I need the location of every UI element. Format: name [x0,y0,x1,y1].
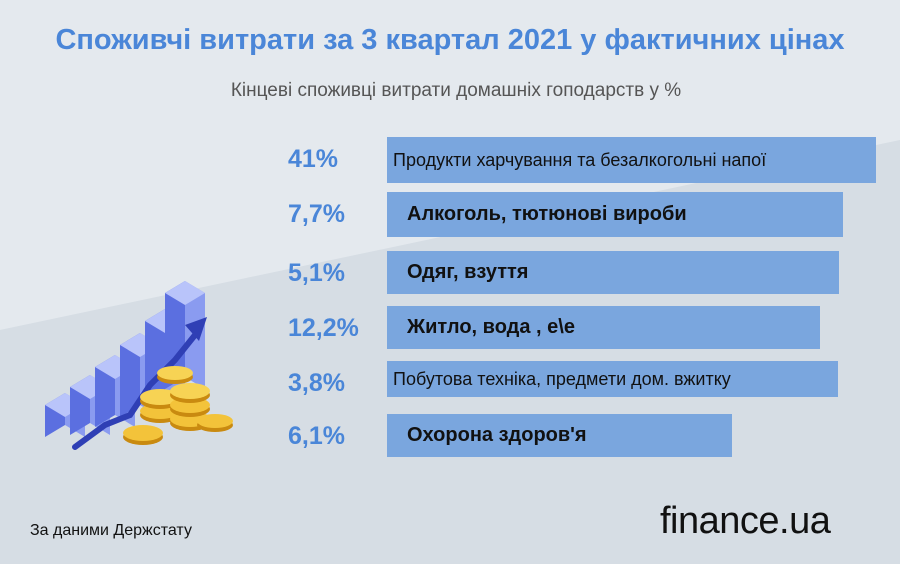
growth-chart-coins-icon [45,281,233,450]
bar-row: 41% Продукти харчування та безалкогольні … [0,137,900,183]
bar-row: 7,7% Алкоголь, тютюнові вироби [0,192,900,238]
bar-value-label: 41% [288,145,339,173]
bar-value-label: 12,2% [288,314,359,342]
chart-title: Споживчі витрати за 3 квартал 2021 у фак… [55,24,845,56]
chart-subtitle: Кінцеві споживці витрати домашніх гопода… [230,80,682,101]
logo-main-text: finance [660,500,780,542]
bar: Охорона здоров'я [387,414,732,457]
bar-value-label: 3,8% [288,369,345,397]
logo-suffix-text: ua [789,500,831,542]
bar-value-label: 5,1% [288,259,345,287]
bar: Алкоголь, тютюнові вироби [387,192,843,237]
bar-value-label: 7,7% [288,200,345,228]
bar: Продукти харчування та безалкогольні нап… [387,137,876,183]
bar: Одяг, взуття [387,251,839,294]
bar-row: 5,1% Одяг, взуття [0,251,900,297]
bar: Житло, вода , е\е [387,306,820,349]
bar-row: 12,2% Житло, вода , е\е [0,306,900,352]
bar-row: 3,8% Побутова техніка, предмети дом. вжит… [0,361,900,407]
finance-ua-logo[interactable]: finance.ua [660,500,831,543]
bar-row: 6,1% Охорона здоров'я [0,414,900,460]
bar-value-label: 6,1% [288,422,345,450]
logo-dot: . [779,500,790,542]
bar: Побутова техніка, предмети дом. вжитку [387,361,838,397]
source-note: За даними Держстату [30,522,192,539]
